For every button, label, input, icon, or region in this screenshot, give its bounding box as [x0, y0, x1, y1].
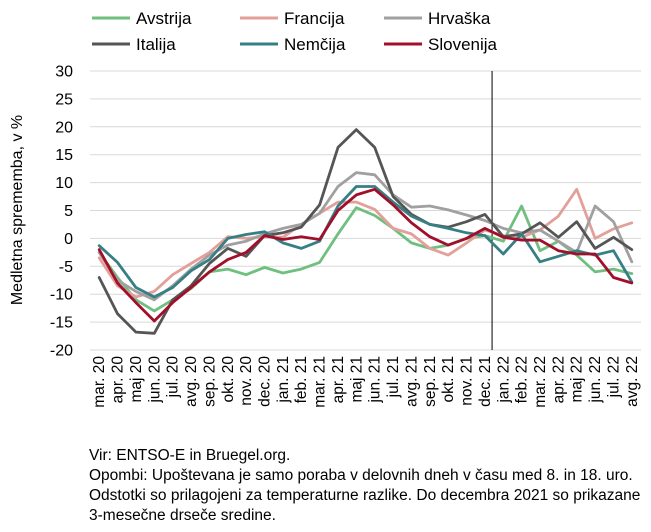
x-tick-label: nov. 21 [459, 356, 476, 406]
x-tick-label: okt. 20 [220, 356, 237, 403]
x-tick-label: avg. 22 [624, 356, 641, 407]
y-tick-label: 0 [64, 231, 73, 248]
y-tick-label: 30 [55, 64, 73, 81]
x-tick-label: sep. 21 [422, 356, 439, 407]
legend-label: Nemčija [284, 35, 346, 54]
series-lines [97, 128, 634, 335]
y-tick-label: 20 [55, 119, 73, 136]
y-tick-label: -5 [59, 259, 73, 276]
legend-label: Hrvaška [428, 9, 491, 28]
x-tick-label: maj 22 [569, 356, 586, 403]
x-tick-label: mar. 22 [532, 356, 549, 408]
y-axis-ticks: -20 -15 -10 -5 0 5 10 15 20 25 30 [50, 64, 73, 360]
y-tick-label: 15 [55, 147, 73, 164]
x-axis-ticks: mar. 20 apr. 20 maj 20 jun. 20 jul. 20 avg. 2… [91, 356, 641, 408]
x-tick-label: jul. 22 [605, 356, 622, 398]
series-line-5 [97, 187, 634, 323]
x-tick-label: mar. 21 [312, 356, 329, 408]
x-tick-label: feb. 22 [514, 356, 531, 403]
x-tick-label: jan. 22 [495, 356, 512, 404]
series-line-3 [97, 128, 634, 335]
x-tick-label: dec. 20 [256, 356, 273, 407]
y-tick-label: -15 [50, 315, 73, 332]
legend-label: Slovenija [428, 35, 498, 54]
notes-text: Opombi: Upoštevana je samo poraba v delo… [89, 467, 641, 524]
x-tick-label: maj 20 [128, 356, 145, 403]
x-tick-label: jan. 21 [275, 356, 292, 404]
x-tick-label: nov. 20 [238, 356, 255, 406]
x-tick-label: jul. 21 [385, 356, 402, 398]
legend-label: Francija [284, 9, 345, 28]
x-tick-label: jun. 20 [146, 356, 163, 404]
x-tick-label: maj 21 [348, 356, 365, 403]
x-tick-label: feb. 21 [293, 356, 310, 403]
y-tick-label: -20 [50, 343, 73, 360]
x-tick-label: jul. 20 [165, 356, 182, 399]
series-line-1 [97, 187, 634, 299]
source-note: Vir: ENTSO-E in Bruegel.org. [89, 447, 291, 464]
y-tick-label: 10 [55, 175, 73, 192]
y-axis-label: Medletna sprememba, v % [9, 115, 26, 305]
x-tick-label: dec. 21 [477, 356, 494, 407]
x-tick-label: avg. 21 [403, 356, 420, 407]
y-tick-label: -10 [50, 287, 73, 304]
y-tick-label: 5 [64, 203, 73, 220]
x-tick-label: sep. 20 [201, 356, 218, 407]
y-tick-label: 25 [55, 91, 73, 108]
legend-label: Italija [136, 35, 176, 54]
x-tick-label: mar. 20 [91, 356, 108, 408]
series-line-4 [97, 185, 634, 299]
x-tick-label: jun. 22 [587, 356, 604, 404]
x-tick-label: apr. 21 [330, 356, 347, 403]
x-tick-label: avg. 20 [183, 356, 200, 407]
x-tick-label: apr. 22 [550, 356, 567, 403]
x-tick-label: okt. 21 [440, 356, 457, 403]
legend-label: Avstrija [136, 9, 192, 28]
legend: Avstrija Francija Hrvaška Italija Nemčija Slo… [92, 9, 498, 54]
x-tick-label: jun. 21 [367, 356, 384, 404]
x-tick-label: apr. 20 [110, 356, 127, 404]
